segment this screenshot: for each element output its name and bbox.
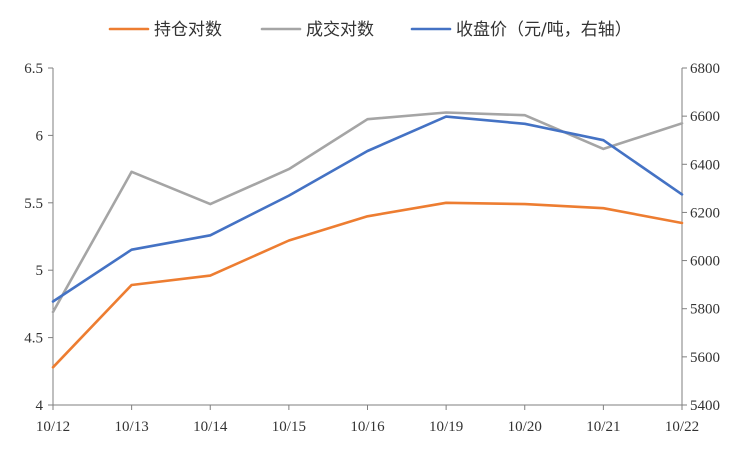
y-left-tick-label: 4 — [36, 398, 44, 414]
series-line-2 — [51, 111, 684, 314]
y-right-tick-label: 5600 — [690, 350, 720, 366]
x-tick-label: 10/16 — [350, 419, 385, 435]
x-tick-label: 10/19 — [429, 419, 463, 435]
x-tick-label: 10/13 — [115, 419, 149, 435]
y-right-tick-label: 6400 — [690, 157, 720, 173]
y-left-tick-label: 5 — [36, 263, 44, 279]
legend-label-1: 持仓对数 — [154, 20, 222, 40]
series-line-3 — [51, 115, 684, 303]
x-tick-label: 10/15 — [272, 419, 306, 435]
y-right-tick-label: 6000 — [690, 254, 720, 270]
legend: 持仓对数 成交对数 收盘价（元/吨，右轴） — [108, 20, 632, 40]
y-left-tick-label: 5.5 — [24, 196, 43, 212]
legend-label-2: 成交对数 — [306, 20, 374, 40]
x-tick-label: 10/14 — [193, 419, 228, 435]
y-right-tick-label: 5800 — [690, 302, 720, 318]
x-tick-label: 10/21 — [586, 419, 620, 435]
y-right-tick-label: 5400 — [690, 398, 720, 414]
y-right-tick-label: 6600 — [690, 109, 720, 125]
series-group — [51, 111, 684, 369]
series-line-1 — [51, 201, 684, 369]
y-left-tick-label: 6.5 — [24, 61, 43, 77]
y-right-tick-label: 6200 — [690, 205, 720, 221]
axes: 4 4.5 5 5.5 6 6.5 5400 5600 5800 6000 6200 6400 6600… — [24, 61, 720, 435]
y-left-tick-label: 4.5 — [24, 331, 43, 347]
y-right-tick-label: 6800 — [690, 61, 720, 77]
x-tick-label: 10/20 — [508, 419, 542, 435]
x-tick-label: 10/22 — [665, 419, 699, 435]
x-tick-label: 10/12 — [36, 419, 70, 435]
legend-label-3: 收盘价（元/吨，右轴） — [456, 20, 632, 40]
y-left-tick-label: 6 — [36, 128, 44, 144]
